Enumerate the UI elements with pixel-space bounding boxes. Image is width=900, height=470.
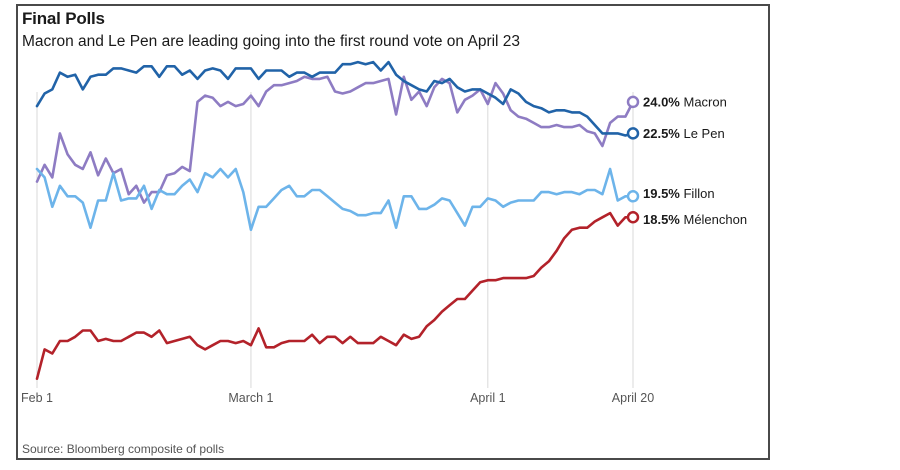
x-tick-label: March 1: [228, 391, 273, 405]
series-line-mlenchon: [35, 211, 635, 381]
x-tick-label: April 1: [470, 391, 505, 405]
end-label-macron: 24.0% Macron: [643, 94, 727, 109]
series-line-macron: [35, 75, 635, 204]
end-marker-lepen: [626, 127, 640, 140]
end-label-lepen: 22.5% Le Pen: [643, 126, 725, 141]
series-line-lepen: [35, 60, 635, 137]
end-label-mlenchon: 18.5% Mélenchon: [643, 212, 747, 227]
chart-subtitle: Macron and Le Pen are leading going into…: [22, 33, 521, 50]
source-note: Source: Bloomberg composite of polls: [22, 442, 225, 456]
chart-title: Final Polls: [22, 9, 105, 28]
end-marker-mlenchon: [626, 211, 640, 224]
end-marker-fillon: [626, 190, 640, 203]
x-tick-label: April 20: [612, 391, 654, 405]
series-line-fillon: [35, 167, 635, 232]
end-marker-macron: [626, 95, 640, 109]
x-tick-label: Feb 1: [21, 391, 53, 405]
end-label-fillon: 19.5% Fillon: [643, 186, 715, 201]
chart-frame: [16, 4, 770, 460]
